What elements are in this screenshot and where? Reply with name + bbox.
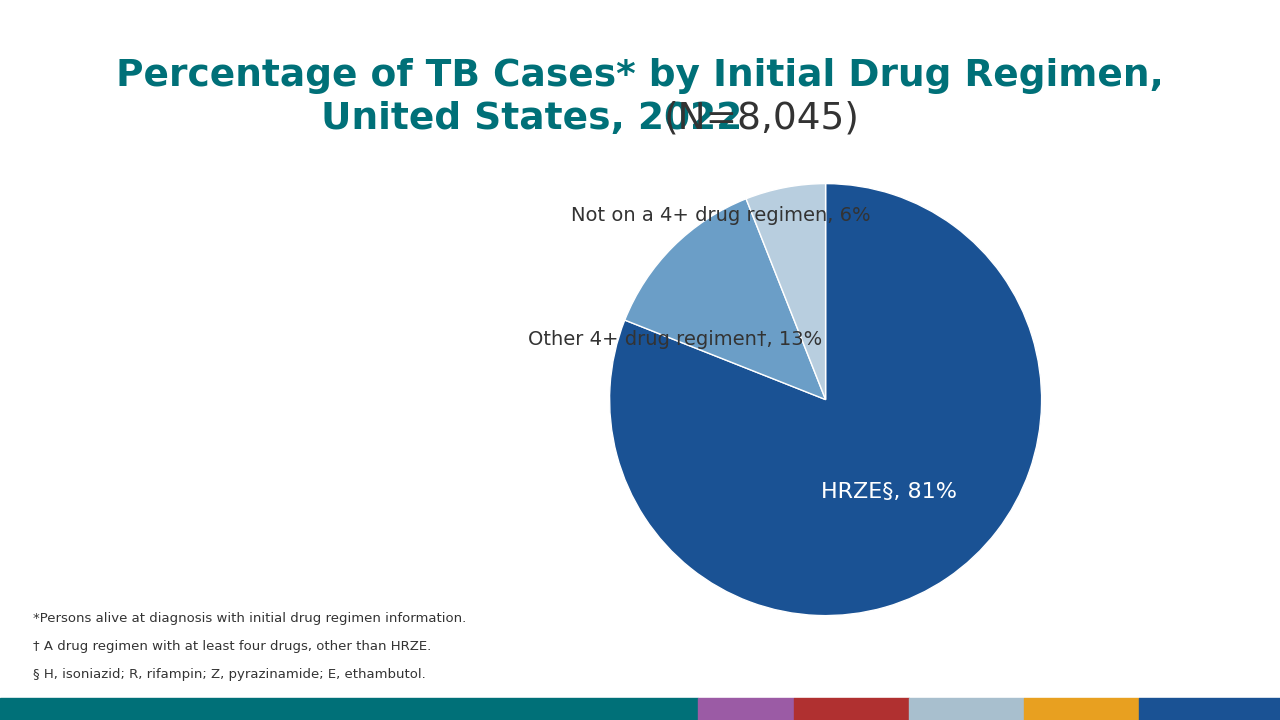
Bar bbox=[1139, 698, 1280, 720]
Wedge shape bbox=[746, 184, 826, 400]
Bar bbox=[909, 698, 1024, 720]
Text: (N=8,045): (N=8,045) bbox=[663, 101, 860, 137]
Text: § H, isoniazid; R, rifampin; Z, pyrazinamide; E, ethambutol.: § H, isoniazid; R, rifampin; Z, pyrazina… bbox=[33, 668, 426, 681]
Bar bbox=[698, 698, 794, 720]
Text: United States, 2022: United States, 2022 bbox=[320, 101, 742, 137]
Wedge shape bbox=[609, 184, 1042, 616]
Text: *Persons alive at diagnosis with initial drug regimen information.: *Persons alive at diagnosis with initial… bbox=[33, 612, 466, 625]
Text: † A drug regimen with at least four drugs, other than HRZE.: † A drug regimen with at least four drug… bbox=[33, 640, 431, 653]
Text: Percentage of TB Cases* by Initial Drug Regimen,: Percentage of TB Cases* by Initial Drug … bbox=[116, 58, 1164, 94]
Bar bbox=[0, 698, 698, 720]
Wedge shape bbox=[625, 199, 826, 400]
Bar bbox=[1024, 698, 1139, 720]
Text: Not on a 4+ drug regimen, 6%: Not on a 4+ drug regimen, 6% bbox=[571, 207, 870, 225]
Bar bbox=[794, 698, 909, 720]
Text: HRZE§, 81%: HRZE§, 81% bbox=[820, 482, 956, 503]
Text: Other 4+ drug regimen†, 13%: Other 4+ drug regimen†, 13% bbox=[527, 330, 822, 348]
